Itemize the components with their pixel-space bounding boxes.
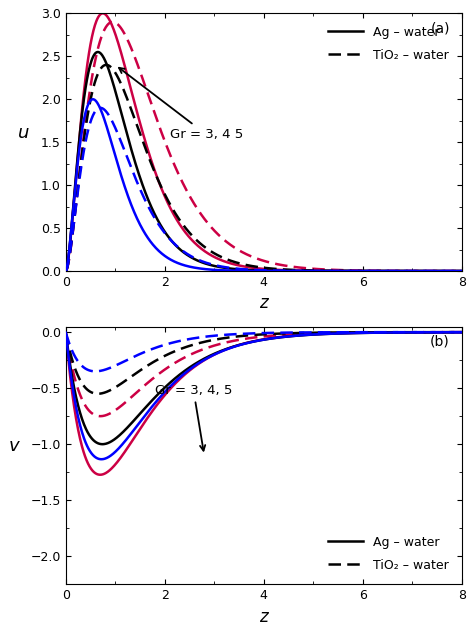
Text: Gr = 3, 4 5: Gr = 3, 4 5 (119, 68, 243, 141)
X-axis label: z: z (259, 294, 268, 313)
Y-axis label: v: v (9, 437, 19, 455)
Text: Gr = 3, 4, 5: Gr = 3, 4, 5 (155, 384, 232, 451)
Legend: Ag – water, TiO₂ – water: Ag – water, TiO₂ – water (322, 20, 456, 68)
Legend: Ag – water, TiO₂ – water: Ag – water, TiO₂ – water (322, 529, 456, 578)
Text: (a): (a) (430, 21, 450, 35)
Y-axis label: u: u (18, 124, 30, 142)
Text: (b): (b) (430, 334, 450, 348)
X-axis label: z: z (259, 607, 268, 626)
